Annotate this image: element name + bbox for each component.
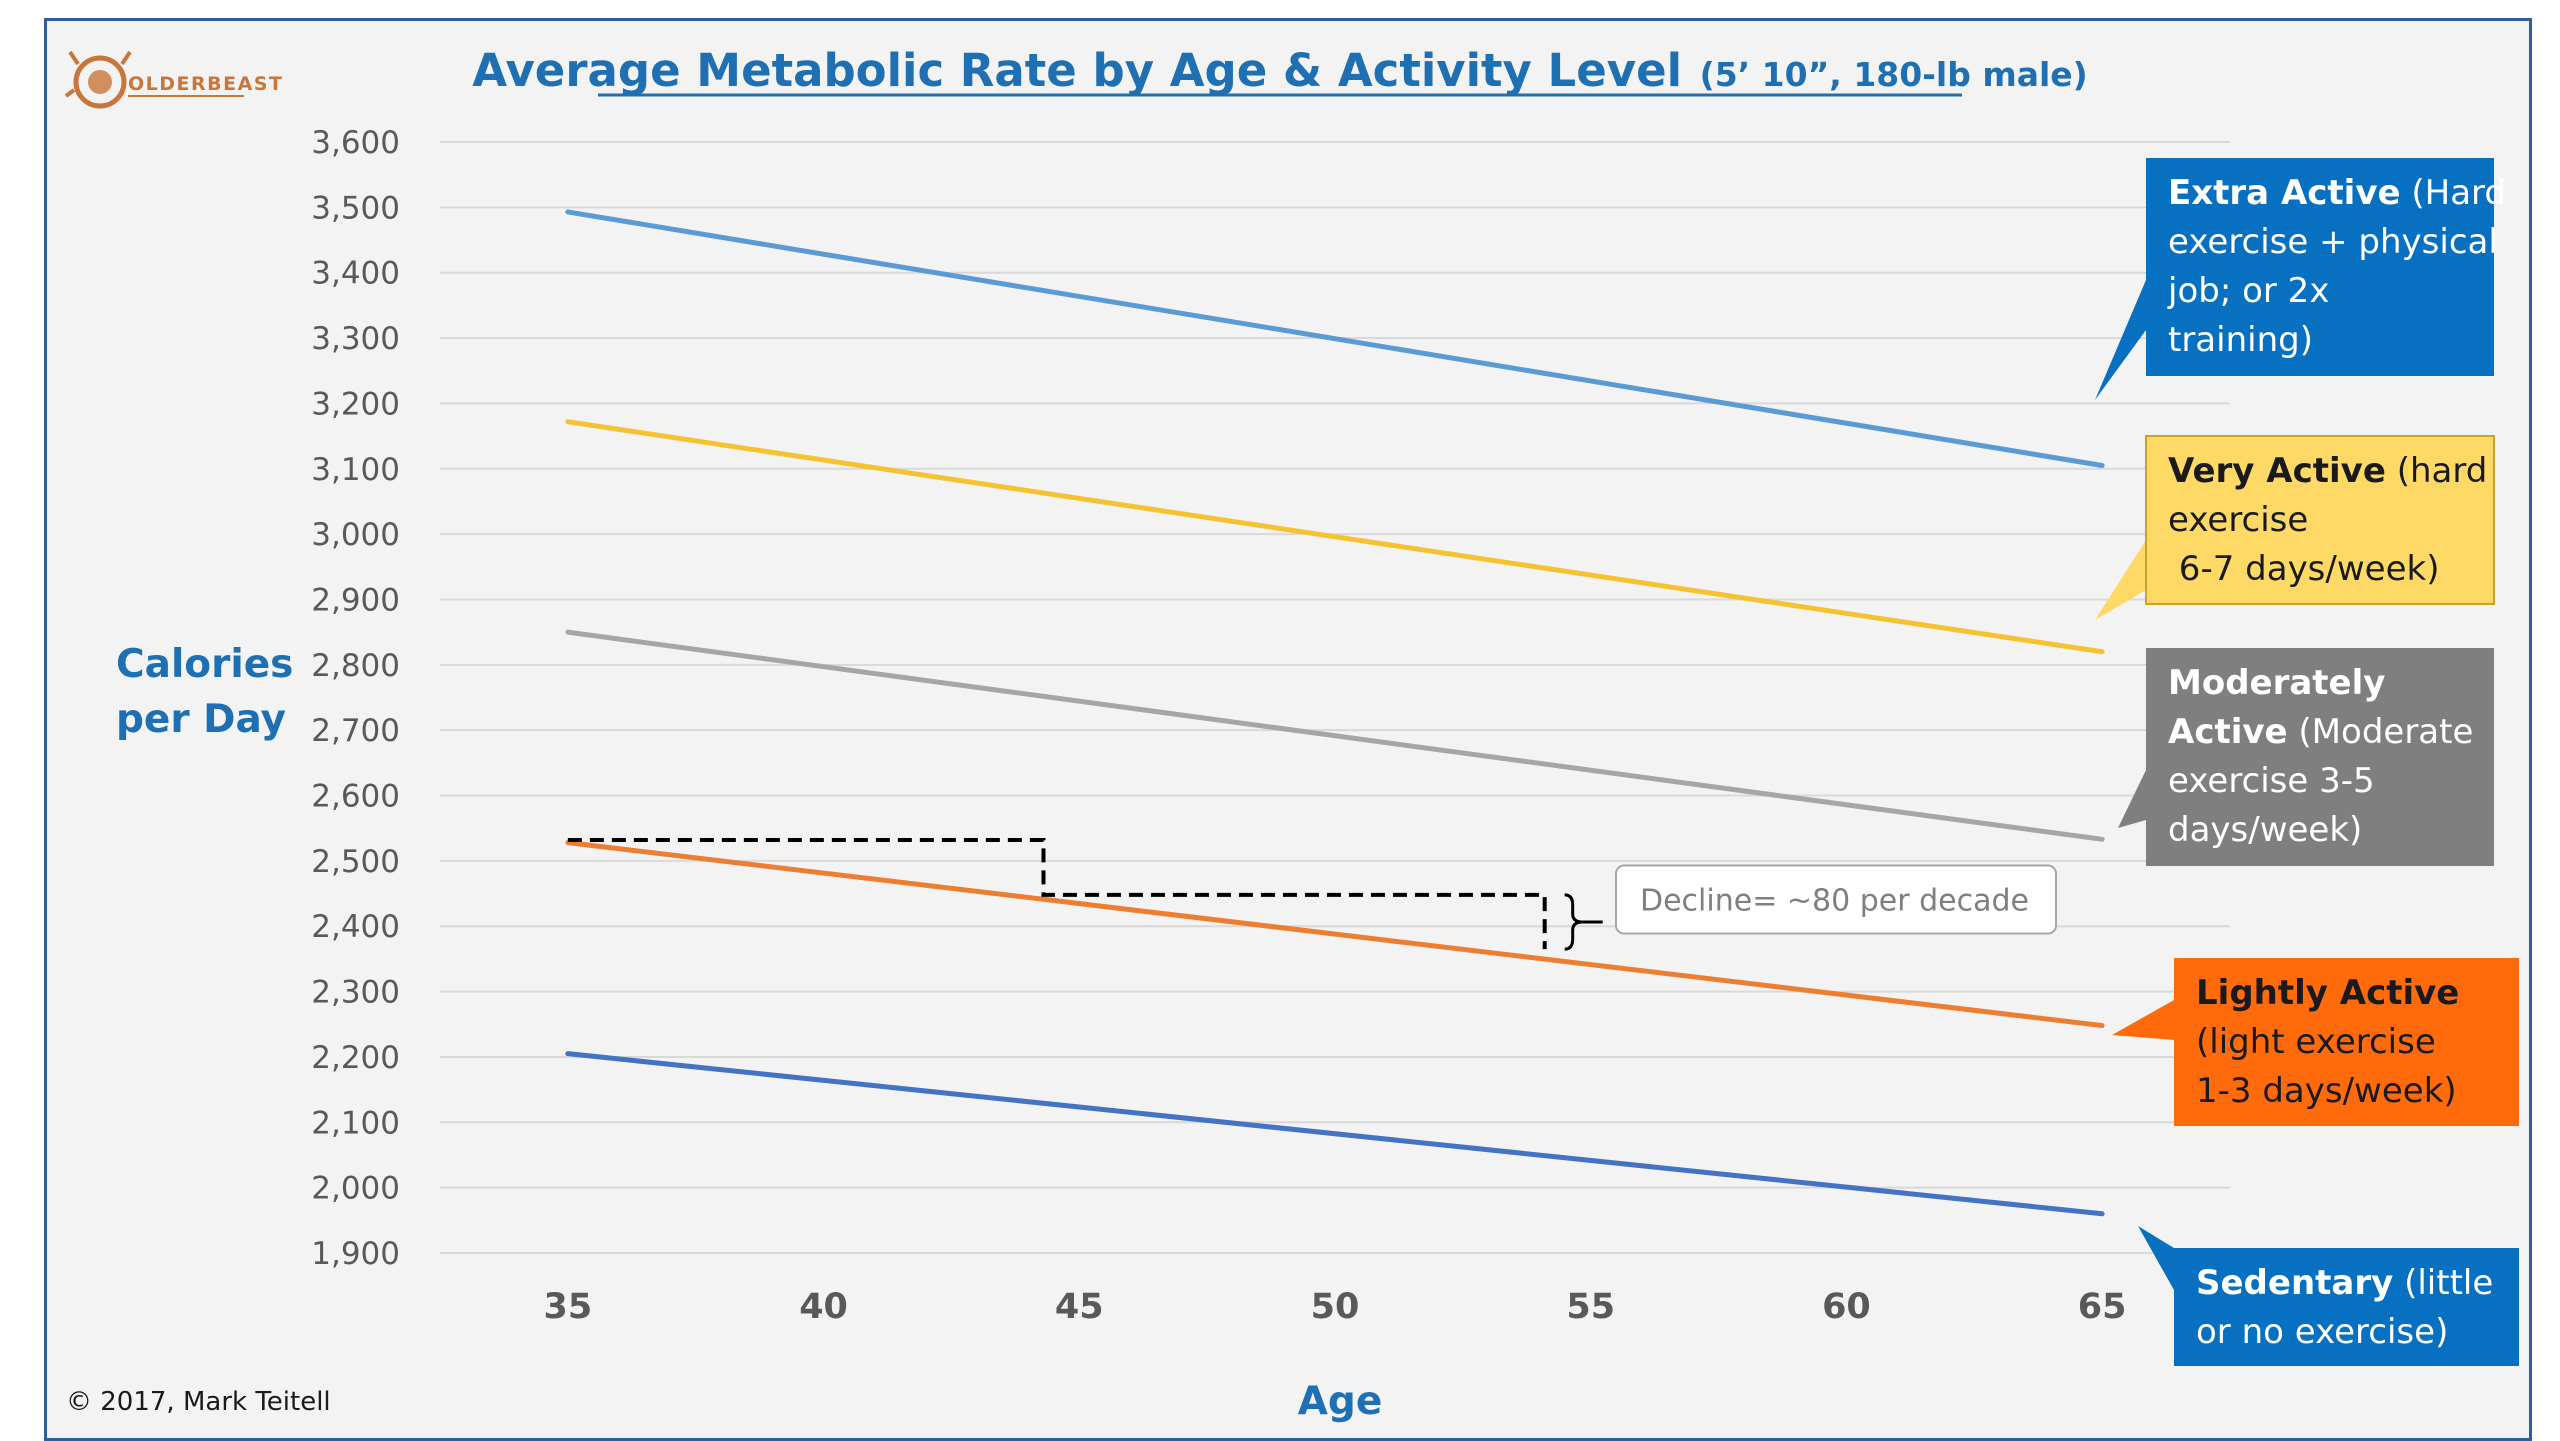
callout-extra-active: Extra Active (Hard exercise + physical job… [2095, 158, 2506, 400]
y-tick-label: 3,600 [311, 125, 400, 161]
series-line-extra-active [565, 209, 2105, 468]
chart-title-group: Average Metabolic Rate by Age & Activity… [472, 44, 2088, 97]
y-tick-label: 3,400 [311, 256, 400, 292]
callout-moderately-active: Moderately Active (Moderate exercise 3-5 da… [2118, 648, 2494, 866]
callout-very-active: Very Active (hard exercise 6-7 days/week) [2095, 435, 2495, 620]
callout-pointer [2138, 1226, 2174, 1290]
decline-annotation-box [1615, 864, 2057, 935]
y-tick-label: 3,100 [311, 452, 400, 488]
series-lines [565, 209, 2105, 1217]
callout-box [2174, 1248, 2519, 1366]
y-tick-label: 2,200 [311, 1040, 400, 1076]
y-tick-label: 3,500 [311, 190, 400, 226]
callout-lightly-active: Lightly Active (light exercise 1-3 days/we… [2112, 958, 2519, 1126]
callout-text: Lightly Active (light exercise 1-3 days/we… [2196, 973, 2459, 1111]
callout-pointer [2118, 770, 2146, 828]
lion-head-icon [64, 50, 132, 109]
x-tick-label: 35 [543, 1287, 592, 1327]
y-tick-label: 2,500 [311, 844, 400, 880]
x-tick-label: 60 [1822, 1287, 1871, 1327]
y-tick-label: 2,700 [311, 713, 400, 749]
y-axis-label-line1: Calories [116, 642, 293, 687]
callout-text: Extra Active (Hard exercise + physical job… [2167, 173, 2506, 360]
callout-box [2146, 648, 2494, 866]
callout-sedentary: Sedentary (little or no exercise) [2138, 1226, 2519, 1366]
decline-annotation: Decline= ~80 per decade [567, 837, 2057, 951]
callout-pointer [2112, 1000, 2174, 1040]
chart-title: Average Metabolic Rate by Age & Activity… [472, 44, 1682, 97]
decline-brace [1564, 893, 1583, 951]
logo: OLDERBEAST [64, 50, 283, 109]
callout-box [2146, 158, 2494, 376]
series-callouts: Extra Active (Hard exercise + physical job… [2095, 158, 2519, 1366]
callout-text: Sedentary (little or no exercise) [2196, 1263, 2493, 1352]
y-tick-labels: 1,900 2,000 2,100 2,200 2,300 2,400 2,500 2,600… [311, 125, 400, 1272]
y-axis-label-line2: per Day [116, 697, 286, 742]
x-tick-label: 40 [799, 1287, 848, 1327]
y-tick-label: 3,300 [311, 321, 400, 357]
logo-text: OLDERBEAST [128, 73, 283, 95]
decline-step-line [567, 837, 1547, 950]
x-tick-label: 50 [1311, 1287, 1360, 1327]
series-line-sedentary [565, 1051, 2105, 1217]
y-tick-label: 2,800 [311, 648, 400, 684]
series-line-moderately-active [565, 629, 2105, 842]
copyright-text: © 2017, Mark Teitell [66, 1387, 331, 1417]
y-tick-label: 3,200 [311, 386, 400, 422]
chart-subtitle: (5’ 10”, 180-lb male) [1700, 55, 2088, 94]
x-tick-labels: 35 40 45 50 55 60 65 [543, 1287, 2126, 1327]
callout-box [2145, 435, 2495, 605]
series-line-very-active [565, 419, 2105, 655]
x-tick-label: 65 [2078, 1287, 2127, 1327]
x-axis-label: Age [1298, 1379, 1383, 1424]
y-tick-label: 2,300 [311, 975, 400, 1011]
callout-box [2174, 958, 2519, 1126]
callout-pointer [2095, 280, 2146, 400]
y-tick-label: 2,000 [311, 1171, 400, 1207]
y-tick-label: 3,000 [311, 517, 400, 553]
series-line-lightly-active [565, 840, 2105, 1029]
callout-pointer [2095, 540, 2146, 620]
x-tick-label: 55 [1566, 1287, 1615, 1327]
y-tick-label: 2,100 [311, 1105, 400, 1141]
gridlines [440, 141, 2230, 1254]
y-tick-label: 1,900 [311, 1236, 400, 1272]
y-tick-label: 2,900 [311, 582, 400, 618]
callout-text: Very Active (hard exercise 6-7 days/week) [2168, 451, 2487, 589]
x-tick-label: 45 [1055, 1287, 1104, 1327]
callout-text: Moderately Active (Moderate exercise 3-5 da… [2168, 663, 2473, 850]
y-tick-label: 2,400 [311, 909, 400, 945]
decline-annotation-text: Decline= ~80 per decade [1640, 884, 2029, 919]
y-tick-label: 2,600 [311, 779, 400, 815]
